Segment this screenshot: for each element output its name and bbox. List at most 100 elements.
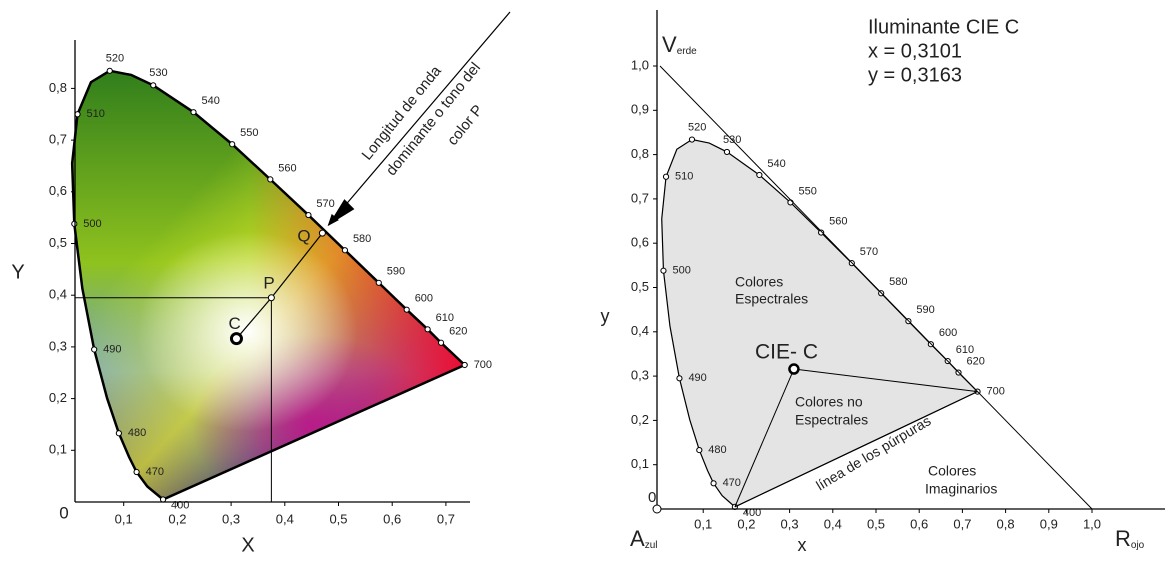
y-tick-label: 0,3	[631, 368, 649, 383]
y-tick-label: 0,8	[49, 80, 67, 95]
y-tick-label: 0,2	[49, 390, 67, 405]
locus-point	[267, 176, 274, 183]
locus-point	[723, 148, 731, 156]
x-axis-label: x	[798, 535, 807, 555]
fill-white	[137, 231, 358, 432]
azul-letter: A	[630, 526, 645, 551]
wavelength-label: 600	[939, 327, 957, 339]
origin-label: 0	[59, 503, 68, 522]
x-tick-label: 0,6	[383, 511, 401, 526]
locus-point	[150, 82, 157, 89]
locus-point	[190, 109, 197, 116]
wavelength-label: 570	[316, 198, 334, 210]
wavelength-label: 550	[240, 127, 258, 139]
locus-point	[461, 361, 468, 369]
wavelength-label: 510	[87, 108, 105, 120]
locus-point	[424, 326, 431, 333]
locus-point	[787, 199, 794, 206]
rojo: Rojo	[1115, 526, 1145, 551]
locus-point	[71, 220, 78, 227]
label-q: Q	[297, 227, 310, 246]
label-c: C	[228, 314, 240, 333]
wavelength-label: 580	[353, 233, 371, 245]
x-tick-label: 0,7	[953, 516, 971, 531]
x-tick-label: 0,3	[222, 511, 240, 526]
wavelength-label: 600	[415, 293, 433, 305]
white-line	[659, 65, 1093, 510]
wavelength-label: 590	[387, 266, 405, 278]
y-tick-label: 0,7	[631, 190, 649, 205]
wavelength-label: 560	[829, 215, 847, 227]
wavelength-label: 580	[889, 276, 907, 288]
x-tick-label: 0,5	[867, 516, 885, 531]
locus-point	[696, 446, 703, 454]
point-c	[229, 332, 243, 346]
y-tick-label: 0,4	[631, 323, 649, 338]
imaginary: Colores	[928, 463, 976, 479]
x-tick-label: 0,3	[781, 516, 799, 531]
x-tick-label: 0,4	[276, 511, 294, 526]
locus-point	[437, 339, 445, 346]
y-tick-label: 0,1	[631, 456, 649, 471]
verde: Verde	[662, 32, 697, 57]
locus-point	[756, 171, 763, 179]
y-tick-label: 0,6	[49, 183, 67, 198]
arrow	[327, 11, 511, 227]
x-tick-label: 0,2	[737, 516, 755, 531]
y-tick-label: 0,6	[631, 235, 649, 250]
illuminant-text: y = 0,3163	[868, 64, 962, 86]
wavelength-label: 490	[103, 343, 121, 355]
y-tick-label: 0,5	[631, 279, 649, 294]
wavelength-label: 490	[688, 372, 706, 384]
x-tick-label: 0,5	[329, 511, 347, 526]
wavelength-label: 480	[708, 444, 726, 456]
wavelength-label: 530	[149, 67, 167, 79]
x-tick-label: 0,9	[1040, 516, 1058, 531]
illuminant-text: Iluminante CIE C	[868, 16, 1019, 38]
non-spectral: Espectrales	[795, 412, 868, 428]
wavelength-label: 550	[798, 185, 816, 197]
illuminant-text: x = 0,3101	[868, 40, 962, 62]
verde-rest: erde	[677, 46, 697, 57]
wavelength-label: 470	[723, 477, 741, 489]
locus-point	[403, 306, 410, 313]
point-cie-c	[788, 363, 800, 375]
y-tick-label: 0,3	[49, 338, 67, 353]
wavelength-label: 610	[436, 312, 454, 324]
wavelength-label: 540	[767, 158, 785, 170]
wavelength-label: 520	[688, 121, 706, 133]
origin-label: 0	[648, 489, 656, 506]
y-tick-label: 0,7	[49, 132, 67, 147]
point-azul	[652, 504, 662, 514]
locus-point	[229, 141, 236, 148]
imaginary: Imaginarios	[925, 481, 997, 497]
y-tick-label: 0,2	[631, 412, 649, 427]
wavelength-label: 700	[987, 386, 1005, 398]
wavelength-label: 500	[83, 218, 101, 230]
locus-point	[74, 111, 81, 118]
locus-point	[305, 211, 312, 219]
wavelength-label: 570	[860, 246, 878, 258]
rojo-letter: R	[1115, 526, 1131, 551]
x-tick-label: 1,0	[1083, 516, 1101, 531]
wavelength-label: 700	[474, 359, 492, 371]
rojo-rest: ojo	[1131, 540, 1145, 551]
wavelength-label: 480	[128, 427, 146, 439]
point-q	[318, 229, 326, 237]
spectral: Espectrales	[735, 291, 808, 307]
locus-point	[375, 279, 382, 286]
locus-point	[133, 468, 140, 476]
wavelength-label: 470	[146, 466, 164, 478]
x-tick-label: 0,4	[824, 516, 842, 531]
non-spectral: Colores no	[795, 394, 863, 410]
locus-point	[106, 67, 113, 74]
c-to-700	[793, 368, 978, 393]
y-tick-label: 0,8	[631, 146, 649, 161]
x-tick-label: 0,8	[997, 516, 1015, 531]
x-tick-label: 0,7	[437, 511, 455, 526]
c-to-400	[734, 368, 795, 508]
y-axis-label: Y	[11, 261, 24, 283]
wavelength-label: 400	[171, 499, 189, 511]
locus-point	[91, 346, 98, 353]
